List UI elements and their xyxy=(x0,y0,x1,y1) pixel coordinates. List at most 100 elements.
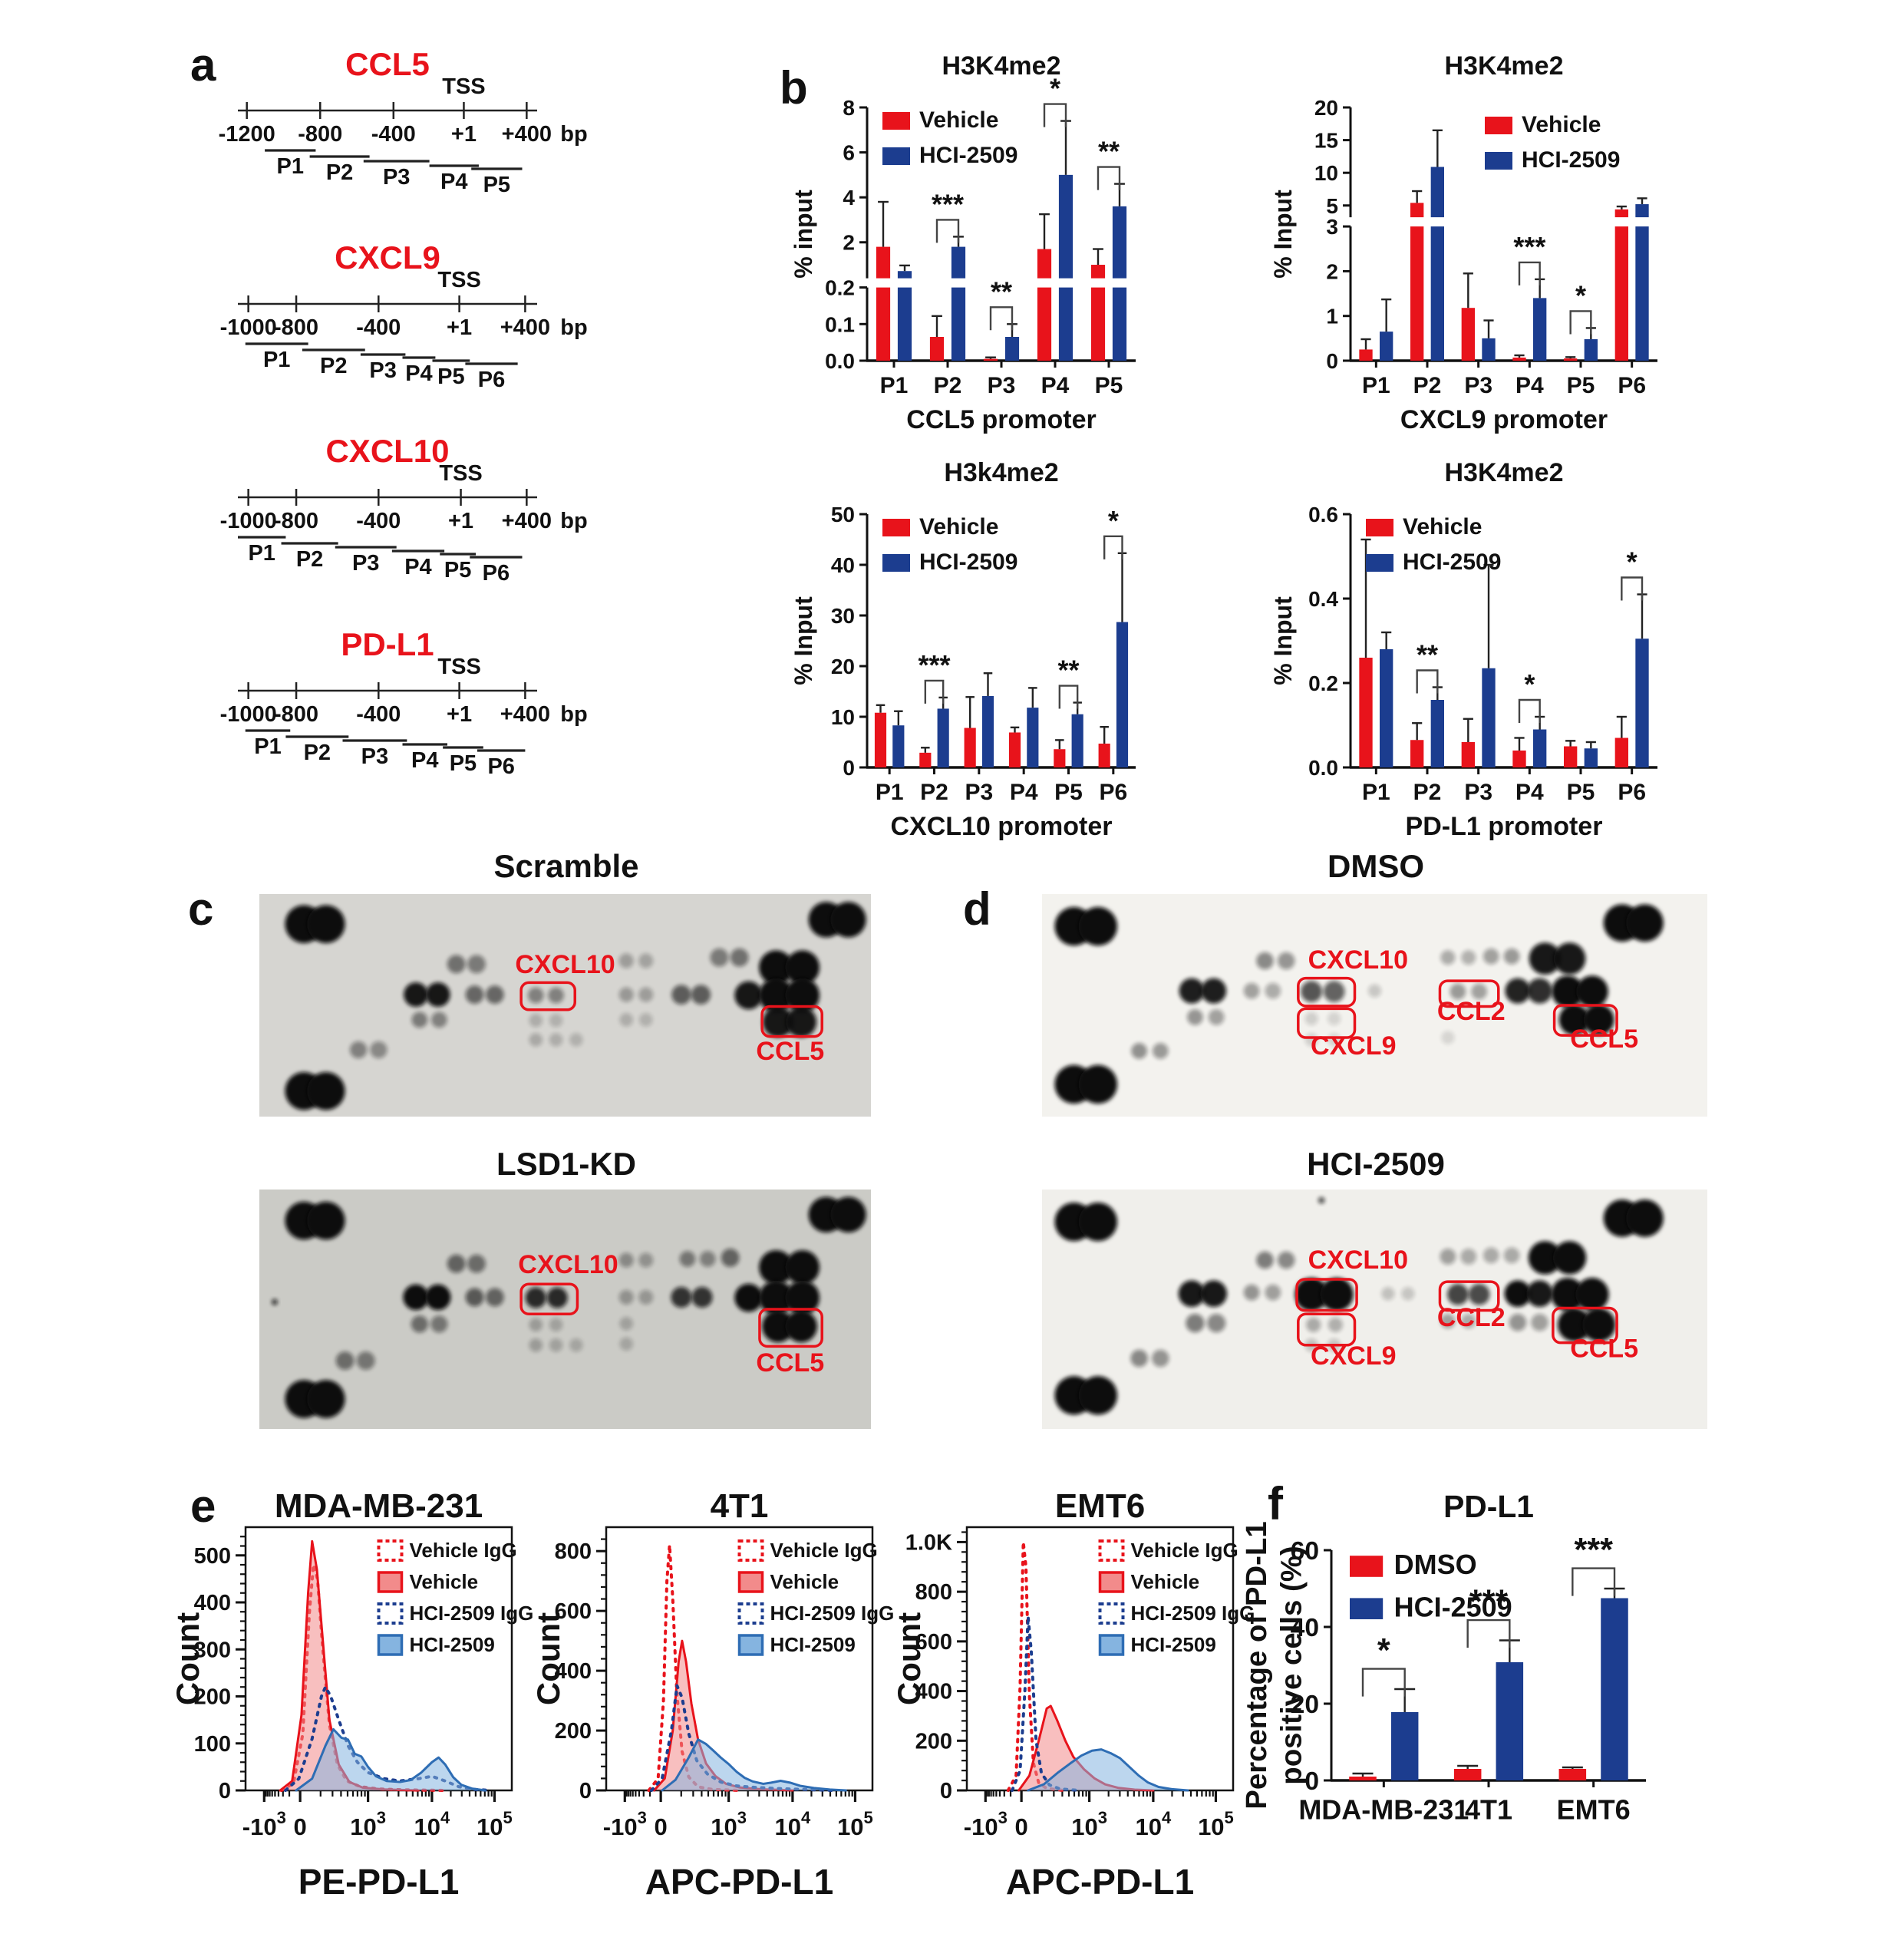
svg-text:% Input: % Input xyxy=(1269,190,1297,279)
svg-text:+1: +1 xyxy=(447,702,472,727)
svg-text:-800: -800 xyxy=(274,509,318,533)
svg-text:P5: P5 xyxy=(483,173,510,197)
svg-text:CCL5 promoter: CCL5 promoter xyxy=(906,405,1096,434)
flow-histogram-mda: 0 100 200 300 400 500 -103 0 103 104 105 Vehicle Ig… xyxy=(170,1487,534,1902)
svg-text:HCI-2509: HCI-2509 xyxy=(1522,147,1620,173)
svg-text:Vehicle IgG: Vehicle IgG xyxy=(410,1539,517,1562)
svg-text:20: 20 xyxy=(1314,96,1338,120)
svg-text:3: 3 xyxy=(1326,215,1338,239)
svg-text:0: 0 xyxy=(219,1779,231,1803)
svg-text:Count: Count xyxy=(530,1612,566,1705)
svg-text:1: 1 xyxy=(1326,305,1338,328)
svg-text:30: 30 xyxy=(831,604,855,628)
svg-text:105: 105 xyxy=(477,1808,513,1840)
svg-text:0.4: 0.4 xyxy=(1308,587,1338,611)
svg-text:8: 8 xyxy=(843,96,855,120)
svg-text:P2: P2 xyxy=(326,160,353,185)
svg-text:100: 100 xyxy=(194,1732,231,1757)
svg-text:+1: +1 xyxy=(451,122,477,147)
svg-text:H3K4me2: H3K4me2 xyxy=(942,51,1061,81)
svg-text:Vehicle: Vehicle xyxy=(919,514,998,539)
svg-text:HCI-2509: HCI-2509 xyxy=(919,549,1017,575)
svg-text:+400: +400 xyxy=(502,509,552,533)
svg-text:P4: P4 xyxy=(405,361,432,386)
svg-text:P1: P1 xyxy=(254,734,281,759)
svg-text:bp: bp xyxy=(560,315,587,340)
svg-text:CXCL10: CXCL10 xyxy=(515,950,615,979)
svg-text:*: * xyxy=(1050,73,1060,104)
svg-text:EMT6: EMT6 xyxy=(1055,1487,1145,1525)
svg-text:P2: P2 xyxy=(1413,373,1442,398)
svg-text:103: 103 xyxy=(1071,1808,1107,1840)
svg-text:% Input: % Input xyxy=(790,596,817,685)
svg-text:MDA-MB-231: MDA-MB-231 xyxy=(1298,1793,1469,1825)
svg-text:*: * xyxy=(1627,546,1638,578)
panel-label-b: b xyxy=(780,62,808,114)
svg-text:6: 6 xyxy=(843,141,855,165)
svg-text:bp: bp xyxy=(560,509,587,533)
svg-text:HCI-2509 IgG: HCI-2509 IgG xyxy=(410,1602,534,1625)
svg-text:P2: P2 xyxy=(920,780,948,805)
svg-text:-400: -400 xyxy=(356,315,401,340)
svg-text:Vehicle: Vehicle xyxy=(1131,1570,1200,1593)
svg-text:0.0: 0.0 xyxy=(1308,756,1338,780)
svg-text:20: 20 xyxy=(831,655,855,678)
svg-text:CCL2: CCL2 xyxy=(1437,1303,1506,1332)
svg-text:APC-PD-L1: APC-PD-L1 xyxy=(645,1862,833,1902)
svg-text:*: * xyxy=(1524,668,1535,700)
svg-text:TSS: TSS xyxy=(439,461,482,486)
svg-text:Vehicle: Vehicle xyxy=(919,107,998,133)
svg-text:600: 600 xyxy=(915,1630,952,1655)
svg-text:+1: +1 xyxy=(448,509,473,533)
svg-text:P2: P2 xyxy=(320,354,347,378)
svg-text:10: 10 xyxy=(1314,161,1338,185)
svg-text:Percentage of PD-L1: Percentage of PD-L1 xyxy=(1240,1521,1273,1809)
svg-text:-103: -103 xyxy=(242,1808,286,1840)
panel-label-a: a xyxy=(190,39,216,91)
svg-text:2: 2 xyxy=(1326,259,1338,283)
svg-text:-400: -400 xyxy=(356,702,401,727)
svg-text:40: 40 xyxy=(1291,1614,1319,1642)
svg-text:PD-L1: PD-L1 xyxy=(341,626,434,662)
svg-text:-400: -400 xyxy=(356,509,401,533)
svg-text:P1: P1 xyxy=(1362,373,1390,398)
svg-text:-1000: -1000 xyxy=(220,509,277,533)
svg-text:*: * xyxy=(1377,1632,1390,1669)
svg-text:P6: P6 xyxy=(1099,780,1127,805)
svg-text:500: 500 xyxy=(194,1544,231,1569)
svg-text:0: 0 xyxy=(940,1779,952,1803)
svg-text:0.2: 0.2 xyxy=(1308,671,1338,695)
svg-text:0: 0 xyxy=(579,1779,592,1803)
svg-text:600: 600 xyxy=(555,1599,592,1624)
svg-text:4: 4 xyxy=(843,186,855,210)
svg-text:-800: -800 xyxy=(298,122,342,147)
svg-text:P3: P3 xyxy=(988,373,1016,398)
dotblot-scramble: CXCL10 CCL5 xyxy=(259,894,871,1117)
dotblot-lsd1kd: CXCL10 CCL5 xyxy=(259,1190,871,1429)
svg-text:P1: P1 xyxy=(880,373,909,398)
svg-text:HCI-2509: HCI-2509 xyxy=(1403,549,1501,575)
svg-text:P2: P2 xyxy=(1413,780,1442,805)
svg-text:40: 40 xyxy=(831,553,855,577)
svg-text:0: 0 xyxy=(1326,349,1338,373)
svg-text:P2: P2 xyxy=(296,547,323,572)
svg-text:MDA-MB-231: MDA-MB-231 xyxy=(275,1487,483,1525)
svg-text:+400: +400 xyxy=(500,702,550,727)
panel-label-c: c xyxy=(188,883,214,935)
svg-text:Count: Count xyxy=(170,1612,206,1705)
svg-text:HCI-2509 IgG: HCI-2509 IgG xyxy=(1131,1602,1255,1625)
svg-text:**: ** xyxy=(1098,136,1120,167)
svg-text:bp: bp xyxy=(560,702,587,727)
svg-text:P6: P6 xyxy=(487,754,514,779)
svg-text:4T1: 4T1 xyxy=(1465,1793,1512,1825)
svg-text:HCI-2509: HCI-2509 xyxy=(919,143,1017,168)
svg-text:% input: % input xyxy=(790,190,817,279)
svg-text:P5: P5 xyxy=(450,751,477,776)
svg-text:200: 200 xyxy=(915,1729,952,1754)
svg-text:-103: -103 xyxy=(603,1808,647,1840)
svg-text:***: *** xyxy=(918,649,950,681)
svg-text:-1000: -1000 xyxy=(220,315,277,340)
